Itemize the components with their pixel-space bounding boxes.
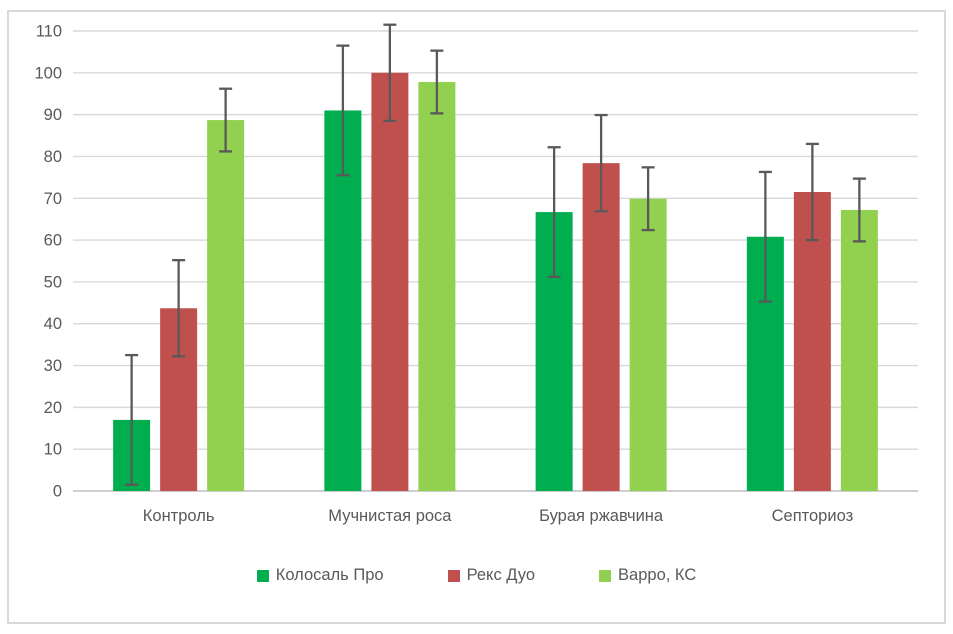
legend-label-kolosal-pro: Колосаль Про [275,566,384,584]
x-category-label-2: Бурая ржавчина [539,507,664,525]
bar-Рекс Дуо-Мучнистая роса [371,72,409,492]
y-tick-label-60: 60 [44,232,62,250]
y-tick-label-30: 30 [44,357,62,375]
y-tick-label-0: 0 [53,483,62,501]
y-tick-label-80: 80 [44,148,62,166]
legend-swatch-reks-duo-icon [447,569,460,582]
bar-Варро, КС-Контроль [207,120,245,491]
legend-label-varro-ks: Варро, КС [618,566,697,584]
legend-swatch-kolosal-pro-icon [256,569,269,582]
y-tick-label-50: 50 [44,273,62,291]
legend-swatch-varro-ks-icon [599,569,612,582]
y-tick-label-20: 20 [44,399,62,417]
bar-Варро, КС-Бурая ржавчина [629,198,667,491]
legend-item-varro-ks: Варро, КС [599,566,696,585]
y-tick-label-10: 10 [44,441,62,459]
x-category-label-3: Септориоз [772,507,854,525]
chart-legend: Колосаль Про Рекс Дуо Варро, КС [0,566,953,585]
y-tick-label-90: 90 [44,106,62,124]
bar-Варро, КС-Септориоз [840,209,878,491]
bar-Варро, КС-Мучнистая роса [418,82,456,491]
bar-Рекс Дуо-Септориоз [793,192,831,491]
legend-item-reks-duo: Рекс Дуо [447,566,536,585]
y-tick-label-110: 110 [36,23,62,41]
x-category-label-0: Контроль [143,507,215,525]
legend-label-reks-duo: Рекс Дуо [466,566,536,584]
y-tick-label-70: 70 [44,190,62,208]
bar-Рекс Дуо-Бурая ржавчина [582,163,620,492]
x-category-label-1: Мучнистая роса [328,507,452,525]
y-tick-label-100: 100 [34,64,62,82]
legend-item-kolosal-pro: Колосаль Про [256,566,384,585]
y-tick-label-40: 40 [44,315,62,333]
